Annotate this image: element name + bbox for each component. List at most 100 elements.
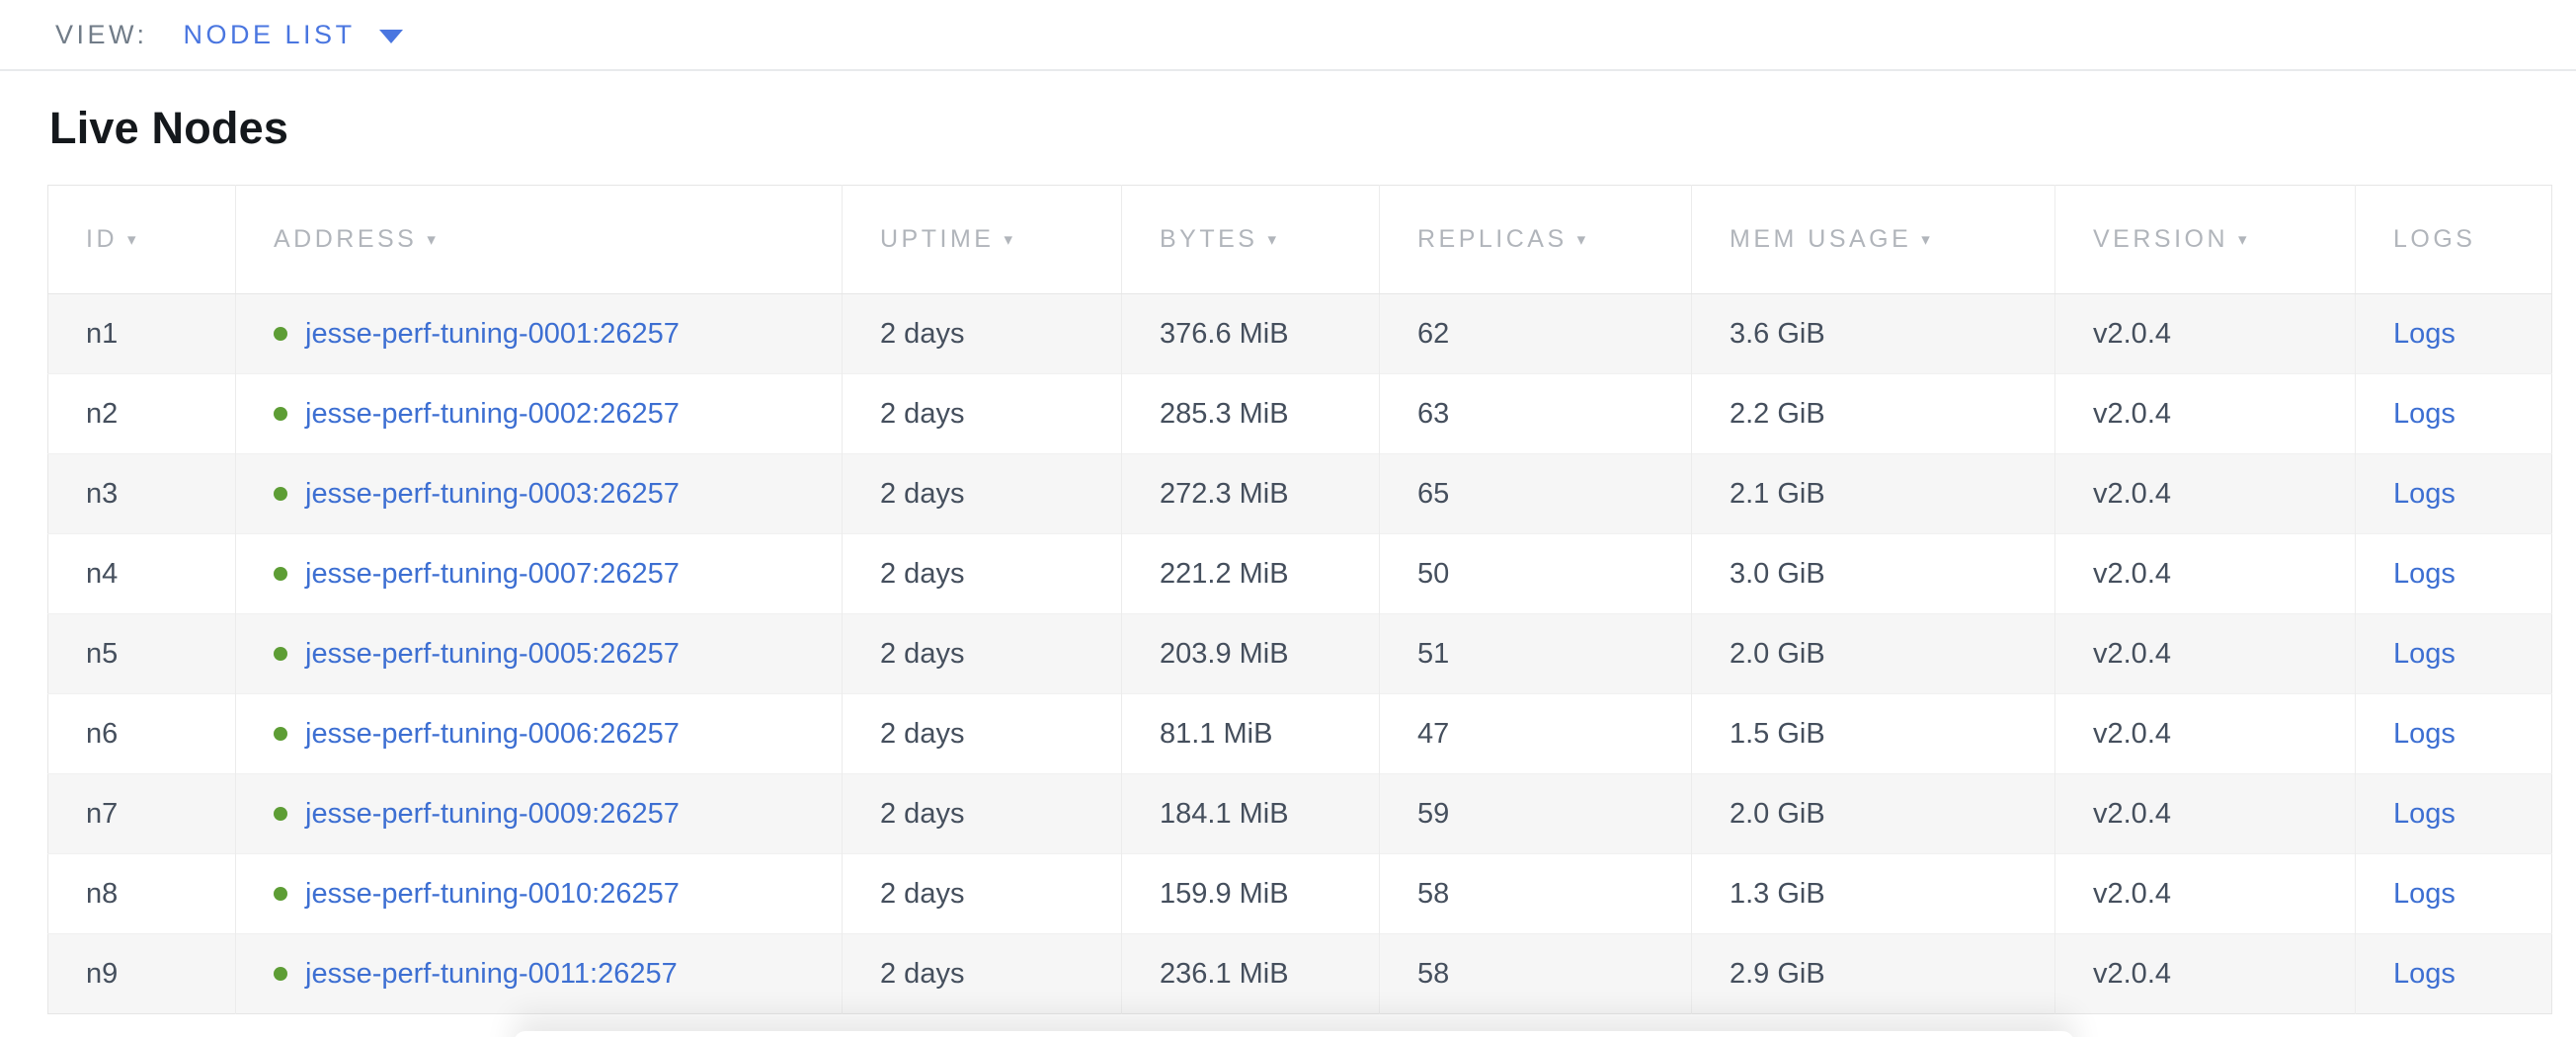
cell-address: jesse-perf-tuning-0007:26257: [235, 533, 843, 614]
column-header-bytes[interactable]: BYTES ▾: [1121, 185, 1380, 294]
node-status-healthy-icon: [274, 567, 287, 581]
cell-mem: 3.0 GiB: [1691, 533, 2055, 614]
column-header-uptime[interactable]: UPTIME ▾: [842, 185, 1122, 294]
cell-address: jesse-perf-tuning-0010:26257: [235, 853, 843, 934]
sort-arrow-icon: ▾: [1267, 230, 1280, 249]
cell-version: v2.0.4: [2054, 533, 2356, 614]
sort-arrow-icon: ▾: [427, 230, 440, 249]
logs-link[interactable]: Logs: [2393, 637, 2455, 670]
cell-replicas: 58: [1379, 853, 1692, 934]
view-selector-dropdown[interactable]: NODE LIST: [184, 20, 403, 50]
logs-link[interactable]: Logs: [2393, 317, 2455, 350]
column-header-version[interactable]: VERSION ▾: [2054, 185, 2356, 294]
column-header-label: ADDRESS: [274, 225, 418, 253]
logs-link[interactable]: Logs: [2393, 717, 2455, 750]
cell-replicas: 63: [1379, 373, 1692, 454]
node-address-link[interactable]: jesse-perf-tuning-0002:26257: [305, 397, 680, 430]
cell-bytes: 159.9 MiB: [1121, 853, 1380, 934]
cell-bytes: 221.2 MiB: [1121, 533, 1380, 614]
cell-version: v2.0.4: [2054, 693, 2356, 774]
node-status-healthy-icon: [274, 407, 287, 421]
table-row: n7 jesse-perf-tuning-0009:26257 2 days 184.…: [47, 773, 2552, 854]
cell-uptime: 2 days: [842, 453, 1122, 534]
cell-address: jesse-perf-tuning-0009:26257: [235, 773, 843, 854]
cell-bytes: 184.1 MiB: [1121, 773, 1380, 854]
node-address-link[interactable]: jesse-perf-tuning-0009:26257: [305, 797, 680, 830]
table-row: n4 jesse-perf-tuning-0007:26257 2 days 221.…: [47, 533, 2552, 614]
live-nodes-table-container: ID ▾ ADDRESS ▾ UPTIME ▾ BYTES ▾ REPLICAS ▾ MEM USA…: [47, 185, 2552, 1014]
column-header-id[interactable]: ID ▾: [47, 185, 236, 294]
table-row: n6 jesse-perf-tuning-0006:26257 2 days 81.1…: [47, 693, 2552, 774]
node-status-healthy-icon: [274, 487, 287, 501]
logs-link[interactable]: Logs: [2393, 477, 2455, 510]
cell-logs: Logs: [2355, 533, 2552, 614]
address-cell: jesse-perf-tuning-0011:26257: [274, 934, 842, 1013]
cell-id: n8: [47, 853, 236, 934]
node-status-healthy-icon: [274, 807, 287, 821]
logs-link[interactable]: Logs: [2393, 397, 2455, 430]
cell-logs: Logs: [2355, 613, 2552, 694]
address-cell: jesse-perf-tuning-0003:26257: [274, 454, 842, 533]
cell-logs: Logs: [2355, 693, 2552, 774]
node-address-link[interactable]: jesse-perf-tuning-0006:26257: [305, 717, 680, 750]
node-address-link[interactable]: jesse-perf-tuning-0003:26257: [305, 477, 680, 510]
sort-arrow-icon: ▾: [127, 230, 140, 249]
node-status-healthy-icon: [274, 327, 287, 341]
cell-bytes: 376.6 MiB: [1121, 293, 1380, 374]
sort-arrow-icon: ▾: [1004, 230, 1016, 249]
cell-mem: 1.5 GiB: [1691, 693, 2055, 774]
logs-link[interactable]: Logs: [2393, 877, 2455, 910]
caret-down-icon: [378, 29, 403, 43]
cell-version: v2.0.4: [2054, 853, 2356, 934]
logs-link[interactable]: Logs: [2393, 957, 2455, 990]
table-row: n9 jesse-perf-tuning-0011:26257 2 days 236.…: [47, 933, 2552, 1014]
logs-link[interactable]: Logs: [2393, 797, 2455, 830]
cell-logs: Logs: [2355, 773, 2552, 854]
cell-mem: 2.0 GiB: [1691, 773, 2055, 854]
view-selector-value: NODE LIST: [183, 19, 356, 49]
column-header-mem[interactable]: MEM USAGE ▾: [1691, 185, 2055, 294]
node-address-link[interactable]: jesse-perf-tuning-0001:26257: [305, 317, 680, 350]
column-header-address[interactable]: ADDRESS ▾: [235, 185, 843, 294]
cell-id: n2: [47, 373, 236, 454]
page-title: Live Nodes: [49, 103, 289, 153]
cell-bytes: 81.1 MiB: [1121, 693, 1380, 774]
cell-address: jesse-perf-tuning-0003:26257: [235, 453, 843, 534]
column-header-label: LOGS: [2393, 225, 2476, 253]
node-address-link[interactable]: jesse-perf-tuning-0011:26257: [305, 957, 678, 990]
node-status-healthy-icon: [274, 727, 287, 741]
sort-arrow-icon: ▾: [1576, 230, 1589, 249]
column-header-label: ID: [86, 225, 118, 253]
cell-logs: Logs: [2355, 373, 2552, 454]
address-cell: jesse-perf-tuning-0002:26257: [274, 374, 842, 453]
address-cell: jesse-perf-tuning-0010:26257: [274, 854, 842, 933]
view-label: VIEW:: [55, 19, 148, 49]
table-body: n1 jesse-perf-tuning-0001:26257 2 days 376.…: [47, 293, 2552, 1014]
cell-logs: Logs: [2355, 453, 2552, 534]
cell-id: n3: [47, 453, 236, 534]
cell-uptime: 2 days: [842, 693, 1122, 774]
cell-replicas: 65: [1379, 453, 1692, 534]
table-row: n1 jesse-perf-tuning-0001:26257 2 days 376.…: [47, 293, 2552, 374]
logs-link[interactable]: Logs: [2393, 557, 2455, 590]
table-row: n3 jesse-perf-tuning-0003:26257 2 days 272.…: [47, 453, 2552, 534]
cell-id: n5: [47, 613, 236, 694]
cell-version: v2.0.4: [2054, 613, 2356, 694]
node-address-link[interactable]: jesse-perf-tuning-0010:26257: [305, 877, 680, 910]
cell-address: jesse-perf-tuning-0006:26257: [235, 693, 843, 774]
live-nodes-table: ID ▾ ADDRESS ▾ UPTIME ▾ BYTES ▾ REPLICAS ▾ MEM USA…: [47, 185, 2552, 1014]
cell-replicas: 58: [1379, 933, 1692, 1014]
node-address-link[interactable]: jesse-perf-tuning-0005:26257: [305, 637, 680, 670]
node-address-link[interactable]: jesse-perf-tuning-0007:26257: [305, 557, 680, 590]
address-cell: jesse-perf-tuning-0001:26257: [274, 294, 842, 373]
cell-uptime: 2 days: [842, 373, 1122, 454]
cell-uptime: 2 days: [842, 853, 1122, 934]
column-header-label: UPTIME: [880, 225, 995, 253]
cell-uptime: 2 days: [842, 533, 1122, 614]
cell-mem: 2.1 GiB: [1691, 453, 2055, 534]
column-header-replicas[interactable]: REPLICAS ▾: [1379, 185, 1692, 294]
sort-arrow-icon: ▾: [1921, 230, 1934, 249]
node-status-healthy-icon: [274, 647, 287, 661]
table-header-row: ID ▾ ADDRESS ▾ UPTIME ▾ BYTES ▾ REPLICAS ▾ MEM USA…: [47, 185, 2552, 294]
cell-id: n9: [47, 933, 236, 1014]
